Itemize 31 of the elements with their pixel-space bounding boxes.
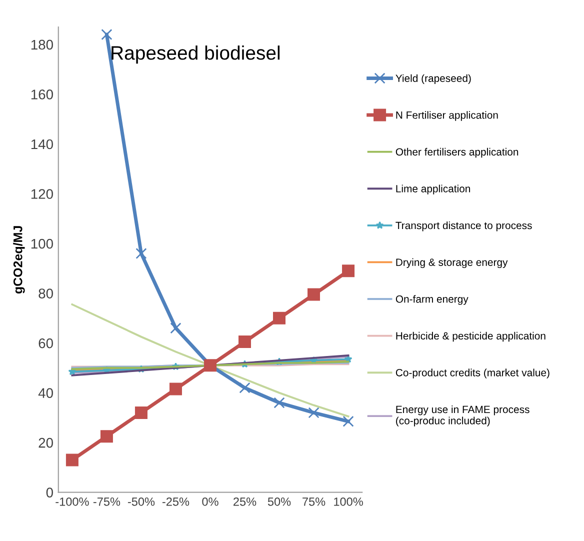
x-tick-label: -100%	[56, 497, 89, 506]
x-tick-label: 100%	[334, 497, 363, 506]
x-tick-label: 75%	[302, 498, 326, 506]
x-tick-label: 50%	[268, 497, 291, 506]
y-tick-label: 100	[31, 238, 53, 249]
legend-label: N Fertiliser application	[396, 111, 498, 121]
text: Rapeseed biodiesel	[112, 46, 280, 64]
x-tick-label: 0%	[202, 497, 218, 506]
y-tick-label: 140	[31, 139, 53, 150]
y-tick-label: 60	[38, 338, 53, 348]
x-tick-label: -50%	[128, 497, 155, 506]
legend-label: Lime application	[396, 184, 470, 194]
x-tick-label: 25%	[234, 497, 256, 506]
legend-label: Energy use in FAME process (co-produc included)	[396, 405, 530, 426]
x-tick-label: -25%	[162, 497, 190, 506]
y-tick-label: 40	[38, 388, 53, 398]
y-tick-label: 160	[31, 90, 53, 100]
y-tick-label: 0	[46, 488, 53, 498]
y-tick-label: 180	[31, 40, 53, 50]
y-tick-label: 120	[31, 189, 53, 199]
legend-label: On-farm energy	[396, 295, 468, 305]
legend-label: Drying & storage energy	[396, 258, 508, 268]
y-tick-label: 80	[38, 288, 53, 298]
legend-label: Herbicide & pesticide application	[396, 332, 546, 342]
legend-label: Yield (rapeseed)	[396, 74, 471, 84]
legend-label: Transport distance to process	[396, 222, 532, 232]
legend-label: Other fertilisers application	[396, 148, 518, 158]
legend-label: Co-product credits (market value)	[396, 368, 550, 378]
x-tick-label: -75%	[93, 498, 120, 506]
y-axis-title: gCO2eq/MJ	[13, 226, 25, 294]
y-tick-label: 20	[38, 438, 53, 448]
